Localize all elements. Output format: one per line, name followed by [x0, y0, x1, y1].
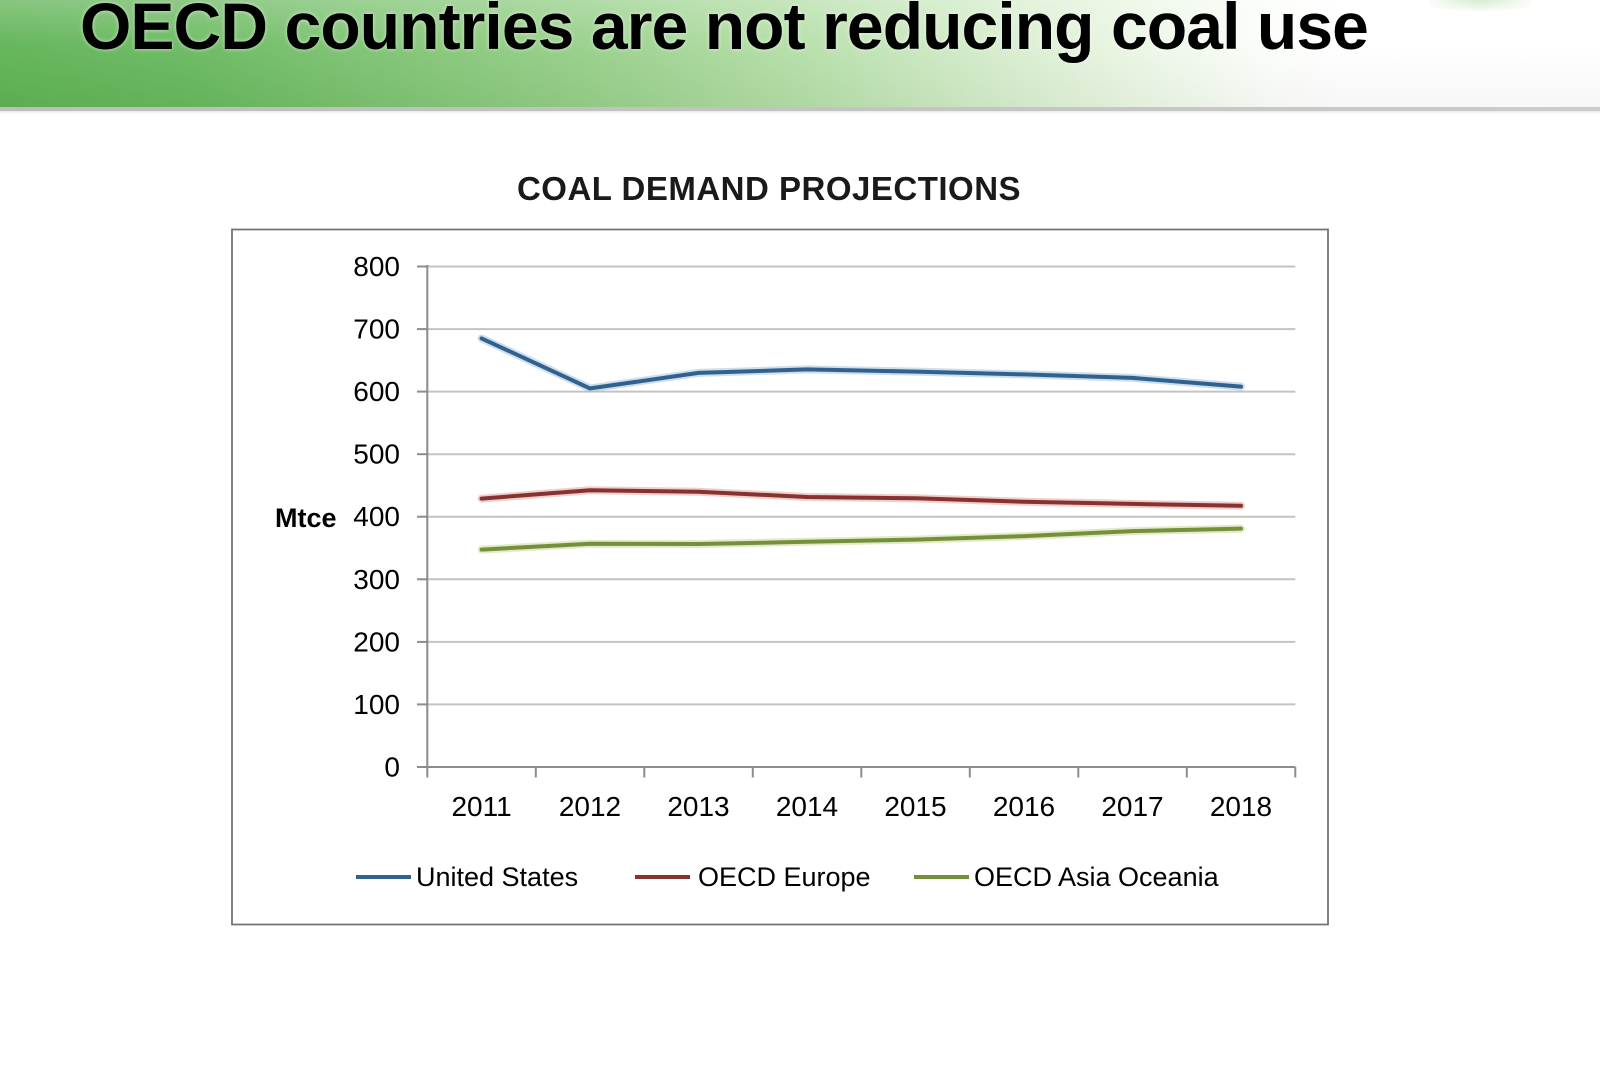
svg-text:0: 0	[384, 752, 400, 783]
svg-text:2018: 2018	[1210, 791, 1272, 822]
svg-text:700: 700	[353, 314, 400, 345]
svg-text:800: 800	[353, 251, 400, 282]
svg-text:600: 600	[353, 376, 400, 407]
svg-text:300: 300	[353, 564, 400, 595]
svg-text:2016: 2016	[993, 791, 1055, 822]
svg-text:2011: 2011	[451, 791, 511, 822]
svg-text:200: 200	[353, 626, 400, 657]
svg-text:2013: 2013	[667, 791, 729, 822]
svg-text:2014: 2014	[776, 791, 838, 822]
svg-text:OECD Europe: OECD Europe	[698, 862, 871, 892]
svg-text:2015: 2015	[884, 791, 946, 822]
svg-text:COAL DEMAND PROJECTIONS: COAL DEMAND PROJECTIONS	[517, 170, 1021, 207]
svg-text:2017: 2017	[1101, 791, 1163, 822]
svg-text:United States: United States	[416, 862, 578, 892]
svg-text:2012: 2012	[559, 791, 621, 822]
svg-text:500: 500	[353, 439, 400, 470]
svg-text:100: 100	[353, 689, 400, 720]
svg-text:400: 400	[353, 501, 400, 532]
svg-text:Mtce: Mtce	[275, 503, 337, 533]
svg-text:OECD countries are not reducin: OECD countries are not reducing coal use	[80, 0, 1368, 63]
svg-text:OECD Asia Oceania: OECD Asia Oceania	[974, 862, 1220, 892]
